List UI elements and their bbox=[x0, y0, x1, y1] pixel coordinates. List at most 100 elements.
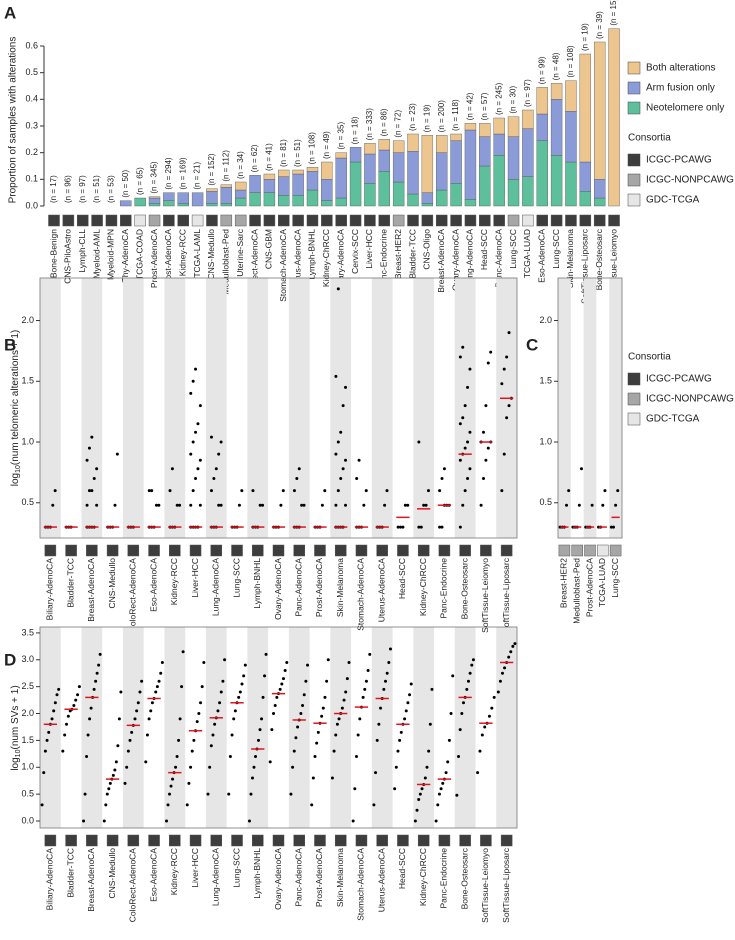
data-point bbox=[468, 367, 472, 371]
data-point bbox=[194, 367, 198, 371]
y-tick-label: 0.1 bbox=[25, 174, 38, 184]
n-label: (n = 17) bbox=[49, 175, 58, 203]
data-point bbox=[363, 687, 367, 691]
data-point bbox=[417, 525, 421, 529]
data-point bbox=[170, 467, 174, 471]
consortium-square bbox=[417, 834, 430, 847]
y-tick-label: 2.5 bbox=[21, 681, 34, 691]
data-point bbox=[468, 671, 472, 675]
bar-segment bbox=[349, 147, 362, 163]
data-point bbox=[458, 355, 462, 359]
data-point bbox=[63, 733, 67, 737]
data-point bbox=[299, 712, 303, 716]
legend-swatch bbox=[627, 81, 641, 95]
data-point bbox=[174, 765, 178, 769]
data-point bbox=[252, 765, 256, 769]
x-tick-label: TCGA-LUAD bbox=[522, 229, 532, 278]
x-tick-label: Head-SCC bbox=[397, 558, 407, 599]
bar-segment bbox=[306, 167, 319, 172]
data-point bbox=[133, 717, 137, 721]
bar-segment bbox=[292, 173, 304, 196]
x-tick-label: Biliary-AdenoCA bbox=[335, 229, 345, 292]
legend-swatch bbox=[627, 101, 641, 115]
consortium-square bbox=[507, 214, 520, 227]
consortium-square bbox=[44, 544, 57, 557]
n-label: (n = 51) bbox=[92, 175, 101, 203]
data-point bbox=[198, 404, 202, 408]
data-point bbox=[368, 652, 372, 656]
data-point bbox=[300, 503, 304, 507]
data-point bbox=[440, 476, 444, 480]
x-tick-label: Lung-SCC bbox=[610, 558, 620, 598]
n-label: (n = 51) bbox=[293, 139, 302, 167]
data-point bbox=[616, 489, 620, 493]
n-label: (n = 49) bbox=[322, 131, 331, 159]
n-label: (n = 152) bbox=[207, 153, 216, 186]
consortium-square bbox=[450, 214, 462, 227]
consortium-square bbox=[44, 834, 57, 847]
bar-segment bbox=[565, 80, 577, 112]
data-point bbox=[85, 755, 89, 759]
data-point bbox=[47, 730, 51, 734]
band bbox=[288, 278, 310, 538]
bar-segment bbox=[507, 116, 520, 137]
legend-label: ICGC-PCAWG bbox=[646, 155, 712, 166]
x-tick-label: SoftTissue-Liposarc bbox=[501, 847, 511, 923]
data-point bbox=[513, 642, 517, 646]
data-point bbox=[344, 385, 348, 389]
data-point bbox=[436, 803, 440, 807]
n-label: (n = 18) bbox=[351, 116, 360, 144]
consortium-square bbox=[306, 214, 319, 227]
bar-segment bbox=[292, 169, 304, 175]
x-tick-label: Breast-HER2 bbox=[393, 229, 403, 279]
consortium-square bbox=[210, 834, 223, 847]
bar-segment bbox=[148, 196, 161, 199]
x-tick-label: Uterus-AdenoCA bbox=[292, 229, 302, 294]
data-point bbox=[345, 677, 349, 681]
bar-segment bbox=[392, 181, 405, 207]
data-point bbox=[89, 706, 93, 710]
consortium-square bbox=[65, 544, 77, 557]
data-point bbox=[247, 819, 251, 823]
bar-segment bbox=[536, 87, 548, 115]
data-point bbox=[341, 404, 345, 408]
data-point bbox=[55, 693, 59, 697]
band bbox=[247, 627, 269, 828]
data-point bbox=[614, 503, 618, 507]
consortium-square bbox=[231, 834, 243, 847]
bar-segment bbox=[278, 169, 290, 177]
bar-segment bbox=[177, 203, 189, 207]
data-point bbox=[119, 690, 123, 694]
n-label: (n = 23) bbox=[408, 103, 417, 131]
x-tick-label: Kidney-RCC bbox=[177, 229, 187, 276]
data-point bbox=[45, 738, 49, 742]
data-point bbox=[478, 749, 482, 753]
bar-segment bbox=[306, 189, 319, 207]
bar-segment bbox=[421, 135, 434, 193]
consortium-square bbox=[127, 834, 140, 847]
consortium-square bbox=[252, 544, 264, 557]
data-point bbox=[270, 728, 274, 732]
consortium-square bbox=[293, 834, 305, 847]
legend-label: ICGC-PCAWG bbox=[646, 374, 712, 385]
x-tick-label: Bladder-TCC bbox=[407, 229, 417, 279]
data-point bbox=[463, 446, 467, 450]
bar-segment bbox=[206, 191, 218, 204]
bar-segment bbox=[593, 41, 606, 180]
consortium-square bbox=[597, 544, 609, 557]
data-point bbox=[283, 669, 287, 673]
data-point bbox=[160, 660, 164, 664]
data-point bbox=[40, 803, 44, 807]
n-label: (n = 62) bbox=[250, 144, 259, 172]
data-point bbox=[92, 476, 96, 480]
data-point bbox=[336, 440, 340, 444]
data-point bbox=[466, 440, 470, 444]
data-point bbox=[321, 706, 325, 710]
data-point bbox=[422, 503, 426, 507]
x-tick-label: Liver-HCC bbox=[364, 229, 374, 269]
x-tick-label: Cervix-SCC bbox=[350, 229, 360, 274]
y-tick-label: 2.0 bbox=[21, 708, 34, 718]
bar-segment bbox=[335, 197, 347, 207]
data-point bbox=[145, 733, 149, 737]
bar-segment bbox=[378, 171, 390, 207]
